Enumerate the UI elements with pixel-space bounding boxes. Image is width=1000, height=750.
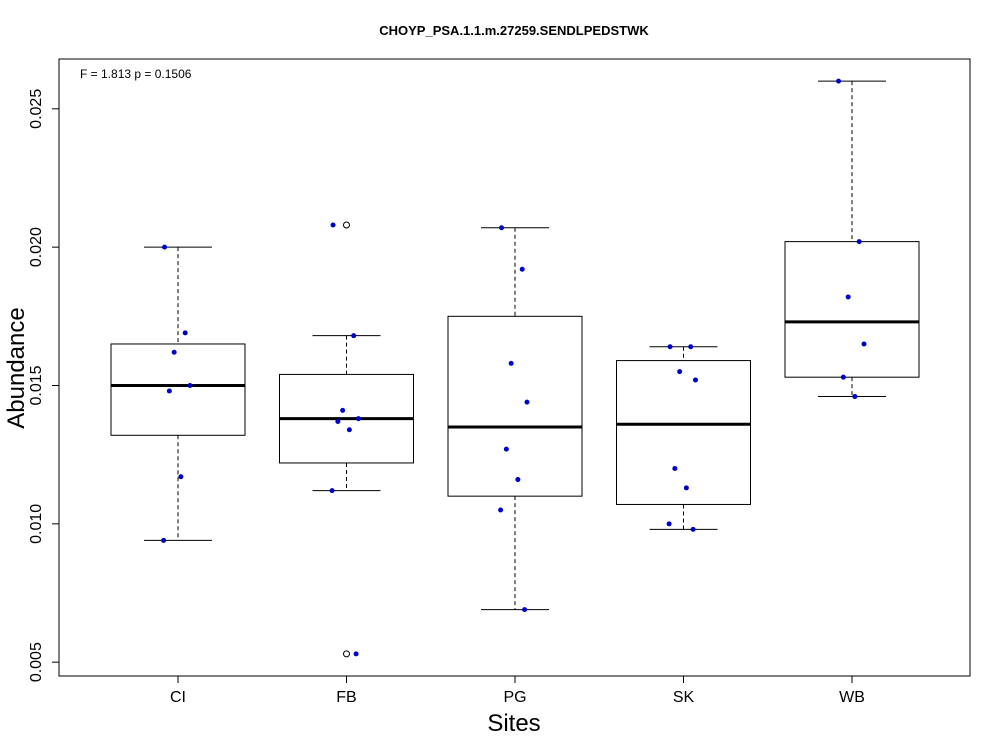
data-point — [353, 651, 359, 657]
box-fb — [279, 221, 414, 658]
data-point — [330, 222, 336, 228]
data-point — [178, 474, 184, 480]
iqr-box — [784, 241, 920, 378]
data-point — [351, 333, 357, 339]
data-point — [856, 239, 862, 245]
data-point — [524, 399, 530, 405]
data-point — [522, 607, 528, 613]
data-point — [356, 416, 361, 422]
data-point — [515, 477, 521, 483]
box-ci — [110, 246, 246, 541]
box-wb — [784, 80, 920, 398]
x-tick-label: WB — [839, 689, 865, 706]
data-point — [346, 427, 352, 433]
points-pg — [498, 225, 530, 613]
data-point — [329, 488, 335, 494]
y-tick-label: 0.005 — [28, 642, 45, 682]
data-point — [161, 537, 167, 543]
y-tick-label: 0.025 — [28, 89, 45, 129]
data-point — [693, 377, 698, 383]
data-point — [861, 341, 867, 347]
data-point — [182, 330, 188, 336]
data-point — [340, 407, 346, 413]
data-point — [498, 507, 504, 513]
data-point — [187, 382, 193, 388]
data-point — [677, 369, 683, 375]
data-point — [683, 485, 689, 491]
data-point — [688, 344, 694, 350]
box-sk — [616, 346, 751, 530]
data-point — [667, 344, 673, 350]
iqr-box — [110, 343, 246, 436]
data-point — [499, 225, 505, 231]
data-point — [666, 521, 672, 527]
y-tick-label: 0.010 — [28, 504, 45, 544]
data-point — [519, 266, 525, 272]
points-ci — [161, 244, 193, 543]
data-point — [508, 360, 514, 366]
data-point — [171, 349, 177, 355]
x-tick-label: SK — [673, 689, 695, 706]
data-point — [852, 394, 858, 400]
iqr-box — [616, 360, 751, 505]
outlier-point — [343, 221, 350, 229]
data-point — [836, 78, 842, 84]
box-pg — [447, 227, 583, 611]
y-tick-label: 0.020 — [28, 227, 45, 267]
y-axis: 0.005 0.010 0.015 0.020 0.025 — [28, 89, 60, 682]
data-point — [503, 446, 509, 452]
data-point — [845, 294, 851, 300]
data-point — [166, 388, 172, 394]
data-point — [335, 418, 341, 424]
y-tick-label: 0.015 — [28, 365, 45, 405]
x-axis: CI FB PG SK WB — [170, 675, 865, 706]
points-sk — [666, 344, 698, 532]
plot-marks — [110, 78, 920, 658]
chart-title: CHOYP_PSA.1.1.m.27259.SENDLPEDSTWK — [379, 23, 649, 38]
data-point — [840, 374, 846, 380]
x-tick-label: CI — [170, 689, 186, 706]
points-wb — [836, 78, 867, 400]
x-axis-label: Sites — [487, 710, 540, 737]
outlier-point — [343, 650, 350, 658]
stats-annotation: F = 1.813 p = 0.1506 — [80, 67, 192, 81]
x-tick-label: PG — [503, 689, 526, 706]
data-point — [672, 465, 678, 471]
data-point — [162, 244, 168, 250]
y-axis-label: Abundance — [3, 307, 30, 428]
x-tick-label: FB — [336, 689, 356, 706]
iqr-box — [447, 315, 583, 497]
data-point — [690, 526, 696, 532]
points-fb — [329, 222, 361, 657]
